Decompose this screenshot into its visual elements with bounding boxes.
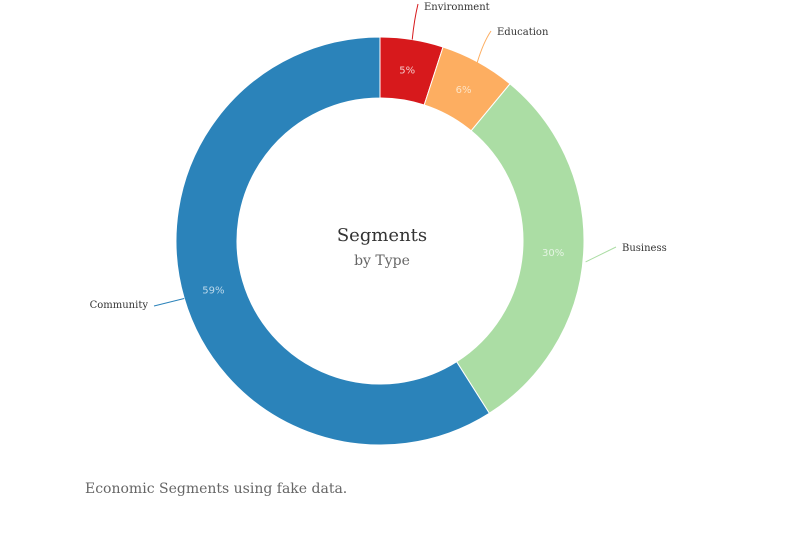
slice-community[interactable] [175, 36, 490, 446]
donut-slices [175, 36, 585, 446]
callout-line-environment [411, 3, 419, 40]
chart-caption: Economic Segments using fake data. [85, 481, 348, 497]
slice-label-education: 6% [456, 85, 472, 96]
callout-label-environment: Environment [424, 2, 490, 13]
callout-label-education: Education [497, 27, 549, 38]
slice-business[interactable] [455, 83, 585, 414]
callout-label-community: Community [90, 300, 149, 311]
slice-label-business: 30% [542, 248, 564, 259]
chart-title: Segments [337, 225, 427, 246]
donut-callouts: Environment Education Business Community [90, 2, 667, 311]
callout-label-business: Business [622, 243, 667, 254]
chart-subtitle: by Type [354, 253, 410, 269]
donut-slice-labels: 5% 6% 30% 59% [202, 66, 564, 297]
slice-label-environment: 5% [399, 66, 415, 77]
callout-line-community [153, 297, 185, 307]
slice-label-community: 59% [202, 285, 224, 296]
callout-line-business [585, 246, 617, 263]
callout-line-education [476, 30, 492, 63]
